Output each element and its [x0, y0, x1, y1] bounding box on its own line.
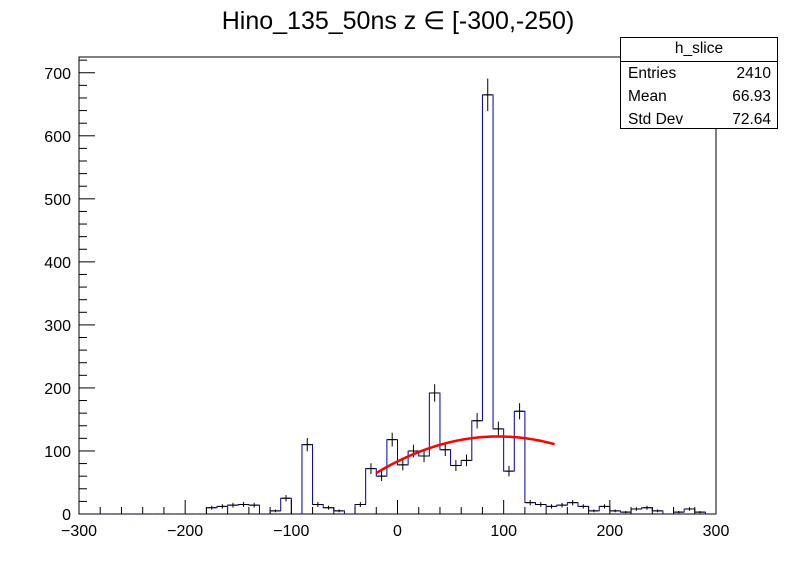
histogram-bin: [440, 450, 451, 514]
y-tick-label: 200: [44, 381, 71, 398]
histogram-bin: [461, 460, 472, 514]
histogram-bin: [504, 471, 515, 514]
stats-entries-value: 2410: [736, 65, 771, 82]
histogram-bin: [493, 429, 504, 514]
stats-row-stddev: Std Dev 72.64: [621, 108, 777, 131]
histogram-bin: [366, 469, 377, 514]
y-tick-label: 700: [44, 66, 71, 83]
histogram-bin: [376, 476, 387, 514]
histogram-bin: [387, 440, 398, 514]
stats-row-entries: Entries 2410: [621, 62, 777, 85]
histogram-bin: [398, 465, 409, 514]
histogram-bin: [419, 456, 430, 514]
stats-row-mean: Mean 66.93: [621, 85, 777, 108]
fit-curve: [375, 435, 555, 475]
x-tick-label: 200: [596, 523, 623, 540]
x-tick-label: −100: [273, 523, 309, 540]
histogram-bin: [482, 95, 493, 514]
histogram-bin: [302, 445, 313, 514]
stats-stddev-value: 72.64: [732, 111, 771, 128]
y-tick-label: 400: [44, 255, 71, 272]
stats-entries-label: Entries: [628, 65, 677, 82]
x-tick-label: 0: [393, 523, 402, 540]
x-tick-label: 100: [490, 523, 517, 540]
y-tick-label: 600: [44, 129, 71, 146]
stats-mean-label: Mean: [628, 88, 667, 105]
histogram-outline: [79, 94, 716, 515]
stats-stddev-label: Std Dev: [628, 111, 684, 128]
y-tick-label: 500: [44, 192, 71, 209]
histogram-bin: [408, 451, 419, 514]
stats-box: h_slice Entries 2410 Mean 66.93 Std Dev …: [620, 37, 778, 129]
y-tick-label: 300: [44, 318, 71, 335]
chart-title: Hino_135_50ns z ∈ [-300,-250): [221, 7, 575, 35]
y-tick-label: 0: [62, 507, 71, 524]
histogram-bin: [429, 393, 440, 514]
x-tick-label: −300: [61, 523, 97, 540]
histogram-bin: [472, 421, 483, 514]
stats-mean-value: 66.93: [732, 88, 771, 105]
histogram-bin: [451, 465, 462, 514]
stats-box-title: h_slice: [621, 38, 777, 62]
histogram-bin: [514, 411, 525, 514]
x-tick-label: −200: [167, 523, 203, 540]
y-tick-label: 100: [44, 444, 71, 461]
x-tick-label: 300: [703, 523, 730, 540]
